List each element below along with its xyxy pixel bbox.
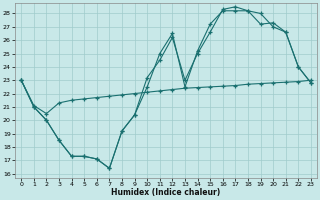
- X-axis label: Humidex (Indice chaleur): Humidex (Indice chaleur): [111, 188, 221, 197]
